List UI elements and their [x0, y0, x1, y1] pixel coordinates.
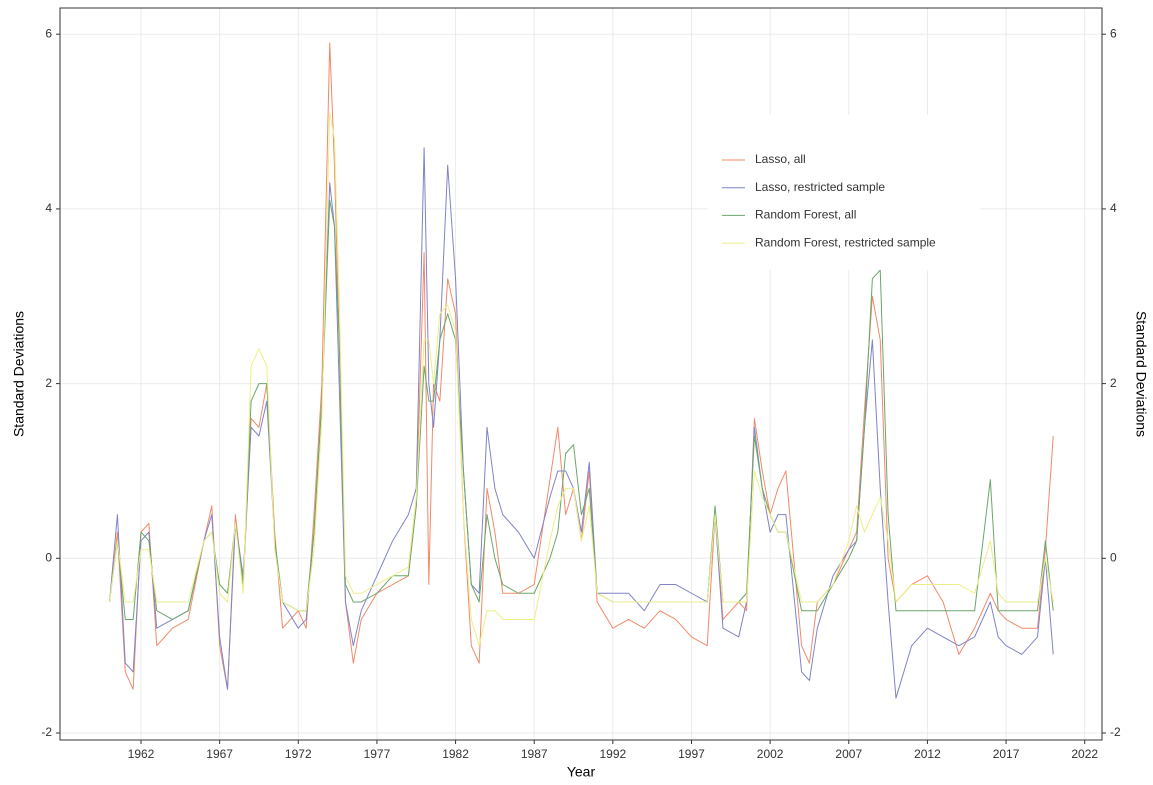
- y-tick-label: 4: [45, 201, 52, 215]
- x-tick-label: 2007: [835, 747, 862, 761]
- x-tick-label: 1972: [285, 747, 312, 761]
- legend-box: [708, 115, 980, 270]
- series-line: [109, 147, 1054, 699]
- axes: 1962 1967 1972 1977 1982 1987 1992 1997 2002 2007…: [41, 26, 1121, 761]
- series-line: [109, 199, 1054, 620]
- y2-tick-label: 6: [1110, 26, 1117, 40]
- x-tick-label: 2002: [757, 747, 784, 761]
- y2-axis-title: Standard Deviations: [1133, 311, 1149, 437]
- legend-label: Lasso, all: [755, 152, 806, 166]
- y-tick-label: -2: [41, 725, 52, 739]
- y2-tick-label: 4: [1110, 201, 1117, 215]
- x-tick-label: 2017: [993, 747, 1020, 761]
- legend-label: Lasso, restricted sample: [755, 180, 885, 194]
- x-tick-label: 1987: [521, 747, 548, 761]
- plot-frame: [59, 7, 1103, 741]
- legend-label: Random Forest, all: [755, 208, 856, 222]
- x-tick-label: 1992: [599, 747, 626, 761]
- x-tick-label: 1977: [364, 747, 391, 761]
- y-tick-label: 6: [45, 26, 52, 40]
- lines: [109, 42, 1054, 699]
- x-tick-label: 1997: [678, 747, 705, 761]
- x-axis-title: Year: [567, 764, 596, 780]
- x-tick-label: 1967: [206, 747, 233, 761]
- y2-tick-label: -2: [1110, 725, 1121, 739]
- series-line: [109, 112, 1054, 647]
- y-tick-label: 2: [45, 376, 52, 390]
- legend-label: Random Forest, restricted sample: [755, 235, 936, 249]
- x-tick-label: 2012: [914, 747, 941, 761]
- x-tick-label: 1962: [128, 747, 155, 761]
- legend: Lasso, all Lasso, restricted sample Random…: [708, 115, 980, 270]
- y2-tick-label: 2: [1110, 376, 1117, 390]
- y-tick-label: 0: [45, 550, 52, 564]
- x-tick-label: 2022: [1071, 747, 1098, 761]
- x-tick-label: 1982: [442, 747, 469, 761]
- y2-tick-label: 0: [1110, 550, 1117, 564]
- y-axis-title: Standard Deviations: [11, 311, 27, 437]
